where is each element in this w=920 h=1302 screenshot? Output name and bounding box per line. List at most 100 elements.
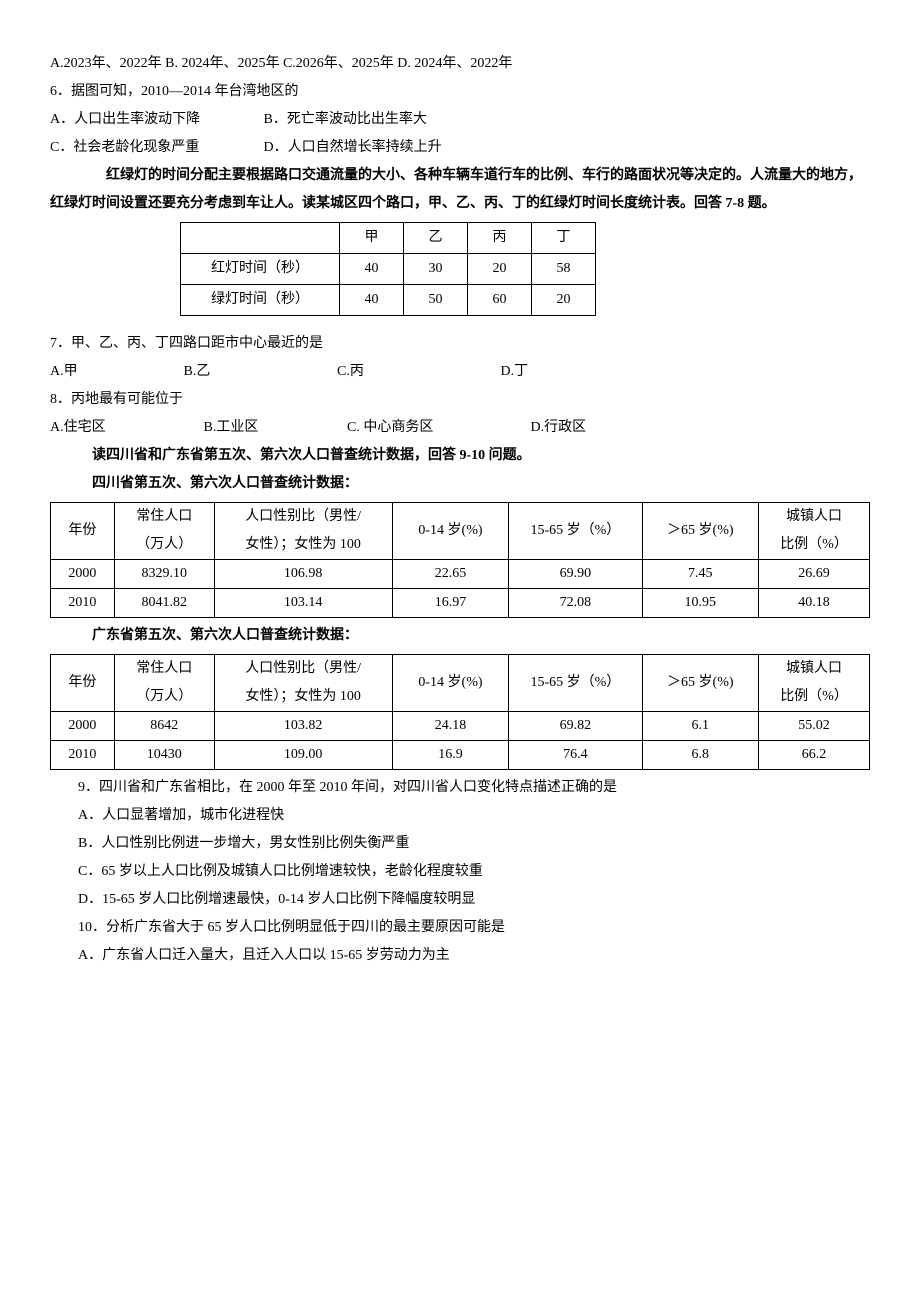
spacer [50,320,870,330]
q9-opt-d: D．15-65 岁人口比例增速最快，0-14 岁人口比例下降幅度较明显 [50,886,870,914]
table-row: 红灯时间（秒） 40 30 20 58 [181,254,596,285]
cell: 20 [468,254,532,285]
q7-opt-d: D.丁 [501,358,529,386]
cell: 16.9 [392,741,509,770]
cell: 76.4 [509,741,642,770]
cell: 66.2 [759,741,870,770]
cell: 7.45 [642,560,759,589]
caption-sichuan: 四川省第五次、第六次人口普查统计数据： [50,470,870,498]
cell: 2000 [51,560,115,589]
cell: 丙 [468,223,532,254]
cell: 0-14 岁(%) [392,503,509,560]
q9-opt-c: C．65 岁以上人口比例及城镇人口比例增速较快，老龄化程度较重 [50,858,870,886]
cell: 72.08 [509,589,642,618]
cell: 0-14 岁(%) [392,655,509,712]
table-row: 年份 常住人口 人口性别比（男性/ 0-14 岁(%) 15-65 岁（%） ＞… [51,655,870,684]
q7-opt-c: C.丙 [337,358,497,386]
q6-opt-b: B．死亡率波动比出生率大 [264,112,427,127]
cell: 103.82 [214,712,392,741]
cell: 20 [532,285,596,316]
q6-cd: C．社会老龄化现象严重 D．人口自然增长率持续上升 [50,134,870,162]
cell: 50 [404,285,468,316]
cell: 城镇人口 [759,655,870,684]
table-traffic-light: 甲 乙 丙 丁 红灯时间（秒） 40 30 20 58 绿灯时间（秒） 40 5… [180,222,596,316]
cell: 30 [404,254,468,285]
q7-stem: 7．甲、乙、丙、丁四路口距市中心最近的是 [50,330,870,358]
q9-opt-a: A．人口显著增加，城市化进程快 [50,802,870,830]
cell: 年份 [51,503,115,560]
passage-9-10: 读四川省和广东省第五次、第六次人口普查统计数据，回答 9-10 问题。 [50,442,870,470]
cell: 甲 [340,223,404,254]
q8-options: A.住宅区 B.工业区 C. 中心商务区 D.行政区 [50,414,870,442]
table-row: 年份 常住人口 人口性别比（男性/ 0-14 岁(%) 15-65 岁（%） ＞… [51,503,870,532]
cell: 比例（%） [759,683,870,712]
cell: 109.00 [214,741,392,770]
cell: 8329.10 [114,560,214,589]
cell: 106.98 [214,560,392,589]
cell: 40.18 [759,589,870,618]
cell: 城镇人口 [759,503,870,532]
cell: （万人） [114,531,214,560]
cell: 常住人口 [114,503,214,532]
q6-ab: A．人口出生率波动下降 B．死亡率波动比出生率大 [50,106,870,134]
table-row: 2010 10430 109.00 16.9 76.4 6.8 66.2 [51,741,870,770]
cell: 8041.82 [114,589,214,618]
cell: 人口性别比（男性/ [214,655,392,684]
table-row: 甲 乙 丙 丁 [181,223,596,254]
q8-opt-a: A.住宅区 [50,414,200,442]
cell: 10.95 [642,589,759,618]
q8-opt-b: B.工业区 [204,414,344,442]
caption-guangdong: 广东省第五次、第六次人口普查统计数据： [50,622,870,650]
q6-opt-d: D．人口自然增长率持续上升 [264,140,442,155]
table-row: 2010 8041.82 103.14 16.97 72.08 10.95 40… [51,589,870,618]
cell: 26.69 [759,560,870,589]
cell [181,223,340,254]
cell: 24.18 [392,712,509,741]
cell: 15-65 岁（%） [509,655,642,712]
cell: 69.90 [509,560,642,589]
cell: 2010 [51,741,115,770]
cell: 40 [340,254,404,285]
q8-opt-c: C. 中心商务区 [347,414,527,442]
cell: （万人） [114,683,214,712]
table-row: 绿灯时间（秒） 40 50 60 20 [181,285,596,316]
cell: 6.1 [642,712,759,741]
cell: ＞65 岁(%) [642,503,759,560]
cell: 比例（%） [759,531,870,560]
table-row: 2000 8329.10 106.98 22.65 69.90 7.45 26.… [51,560,870,589]
cell: 40 [340,285,404,316]
cell: 6.8 [642,741,759,770]
cell: 人口性别比（男性/ [214,503,392,532]
passage-7-8: 红绿灯的时间分配主要根据路口交通流量的大小、各种车辆车道行车的比例、车行的路面状… [50,162,870,218]
q7-opt-b: B.乙 [184,358,334,386]
q9-stem: 9．四川省和广东省相比，在 2000 年至 2010 年间，对四川省人口变化特点… [50,774,870,802]
cell: 女性）；女性为 100 [214,531,392,560]
cell: 常住人口 [114,655,214,684]
q8-stem: 8．丙地最有可能位于 [50,386,870,414]
cell: 103.14 [214,589,392,618]
cell: 红灯时间（秒） [181,254,340,285]
cell: 69.82 [509,712,642,741]
cell: 55.02 [759,712,870,741]
cell: ＞65 岁(%) [642,655,759,712]
q5-options: A.2023年、2022年 B. 2024年、2025年 C.2026年、202… [50,50,870,78]
q8-opt-d: D.行政区 [531,414,587,442]
q9-opt-b: B．人口性别比例进一步增大，男女性别比例失衡严重 [50,830,870,858]
table-sichuan: 年份 常住人口 人口性别比（男性/ 0-14 岁(%) 15-65 岁（%） ＞… [50,502,870,618]
table-row: 2000 8642 103.82 24.18 69.82 6.1 55.02 [51,712,870,741]
cell: 10430 [114,741,214,770]
cell: 15-65 岁（%） [509,503,642,560]
q6-opt-a: A．人口出生率波动下降 [50,106,260,134]
table-guangdong: 年份 常住人口 人口性别比（男性/ 0-14 岁(%) 15-65 岁（%） ＞… [50,654,870,770]
cell: 2010 [51,589,115,618]
cell: 60 [468,285,532,316]
q6-stem: 6．据图可知，2010—2014 年台湾地区的 [50,78,870,106]
cell: 22.65 [392,560,509,589]
cell: 8642 [114,712,214,741]
cell: 丁 [532,223,596,254]
cell: 58 [532,254,596,285]
cell: 绿灯时间（秒） [181,285,340,316]
q10-stem: 10．分析广东省大于 65 岁人口比例明显低于四川的最主要原因可能是 [50,914,870,942]
q6-opt-c: C．社会老龄化现象严重 [50,134,260,162]
cell: 乙 [404,223,468,254]
